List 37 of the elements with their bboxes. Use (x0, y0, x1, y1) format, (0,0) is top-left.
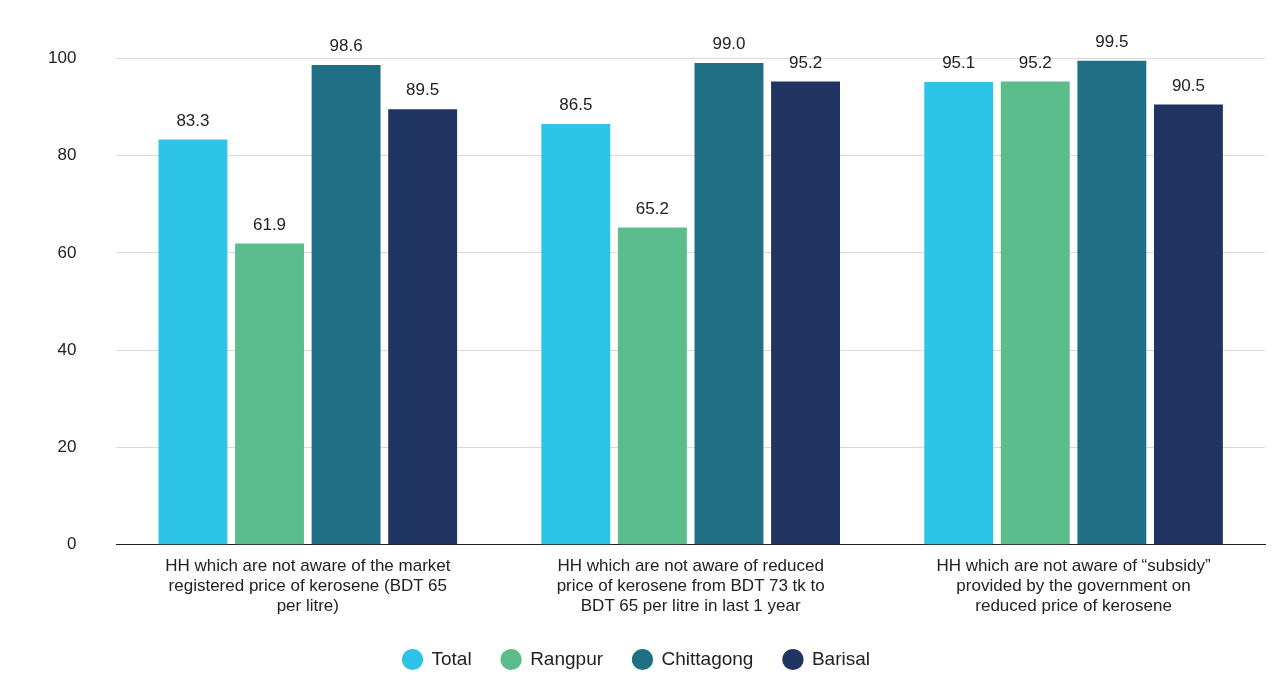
y-tick-label: 40 (57, 339, 77, 359)
x-tick-label: HH which are not aware of the market registered price of kerosene (BDT 65 per litre) (165, 555, 451, 616)
legend-label: Chittagong (661, 647, 754, 669)
data-label: 99.5 (1095, 31, 1129, 51)
data-label: 95.2 (789, 52, 823, 72)
bar (541, 123, 611, 545)
y-tick-label: 100 (47, 47, 77, 67)
bar (694, 63, 764, 545)
bar (1153, 104, 1223, 545)
y-tick-label: 60 (57, 242, 77, 262)
data-label: 89.5 (406, 80, 440, 100)
data-label: 95.1 (942, 53, 976, 73)
bar (388, 109, 458, 545)
y-tick-label: 20 (57, 437, 77, 457)
x-tick-label: HH which are not aware of “subsidy” provided by the government on reduced price of kerosene (936, 555, 1211, 616)
y-tick-label: 0 (66, 534, 77, 554)
data-label: 83.3 (176, 110, 210, 130)
data-label: 98.6 (329, 36, 363, 56)
y-tick-label: 80 (57, 145, 77, 165)
bar (1000, 81, 1070, 545)
data-label: 95.2 (1018, 52, 1052, 72)
data-label: 86.5 (559, 95, 593, 115)
bar (617, 227, 687, 545)
bar (1077, 60, 1147, 545)
data-label: 65.2 (635, 198, 669, 218)
bar (235, 243, 304, 545)
legend-label: Barisal (811, 647, 870, 669)
bar (311, 65, 381, 545)
bar (158, 139, 228, 545)
data-label: 99.0 (712, 34, 746, 54)
data-label: 90.5 (1171, 75, 1205, 95)
legend-label: Total (431, 647, 472, 669)
data-label: 61.9 (252, 214, 287, 234)
bar (771, 81, 841, 545)
x-tick-label: HH which are not aware of reduced price of kerosene from BDT 73 tk to BDT 65 per litre in last 1 year (556, 555, 825, 616)
legend-label: Rangpur (530, 647, 604, 669)
bar (924, 82, 994, 545)
